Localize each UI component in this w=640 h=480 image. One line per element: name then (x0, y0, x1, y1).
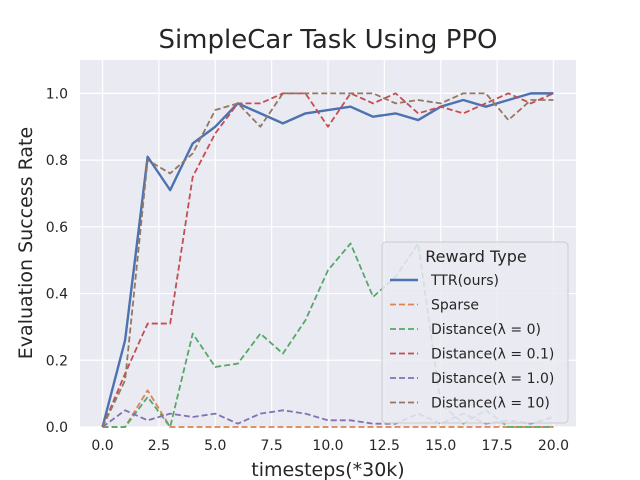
y-tick-label: 0.2 (46, 353, 68, 369)
legend-entries: TTR(ours) Sparse Distance(λ = 0) Distance(λ… (390, 273, 554, 412)
series-line-distance-0-1 (101, 92, 554, 428)
series-line-distance-10 (101, 92, 554, 428)
legend-label: Distance(λ = 10) (431, 396, 550, 412)
y-tick-label: 0.0 (46, 420, 68, 436)
legend-label: Sparse (431, 298, 479, 314)
legend-box (381, 241, 569, 424)
legend: Reward Type TTR(ours) Sparse Distance(λ = … (381, 241, 569, 424)
x-tick-label: 15.0 (425, 438, 456, 454)
legend-title: Reward Type (425, 247, 526, 266)
x-axis-label: timesteps(*30k) (251, 459, 404, 480)
legend-label: TTR(ours) (430, 273, 499, 289)
x-axis-ticks: 0.0 2.5 5.0 7.5 10.0 12.5 15.0 17.5 20.0 (91, 438, 569, 454)
legend-label: Distance(λ = 0) (431, 322, 541, 338)
legend-label: Distance(λ = 0.1) (431, 347, 554, 363)
y-tick-label: 0.4 (46, 287, 68, 303)
x-tick-label: 10.0 (312, 438, 343, 454)
chart-title: SimpleCar Task Using PPO (158, 25, 497, 55)
x-tick-label: 20.0 (538, 438, 569, 454)
y-tick-label: 0.8 (46, 153, 68, 169)
x-tick-label: 7.5 (261, 438, 283, 454)
x-tick-label: 12.5 (369, 438, 400, 454)
legend-label: Distance(λ = 1.0) (431, 371, 554, 387)
x-tick-label: 2.5 (148, 438, 170, 454)
series-line-ttr-ours (101, 92, 554, 428)
x-tick-label: 0.0 (91, 438, 113, 454)
series-line-sparse (102, 389, 554, 428)
y-axis-label: Evaluation Success Rate (15, 127, 37, 359)
y-tick-label: 1.0 (46, 86, 68, 102)
x-tick-label: 5.0 (204, 438, 226, 454)
x-tick-label: 17.5 (482, 438, 513, 454)
y-axis-ticks: 0.0 0.2 0.4 0.6 0.8 1.0 (46, 86, 68, 436)
y-tick-label: 0.6 (46, 220, 68, 236)
